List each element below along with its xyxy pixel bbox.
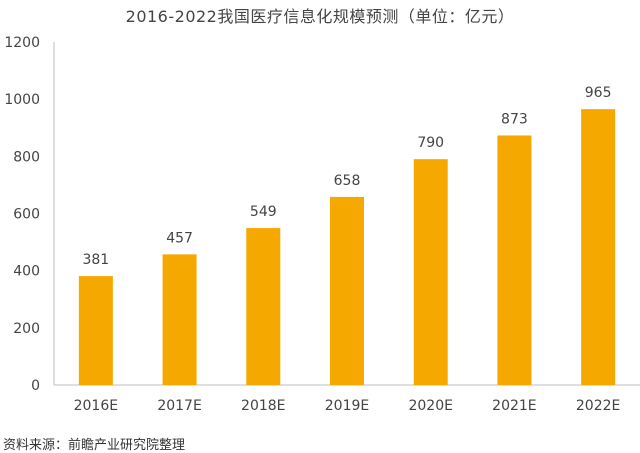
bar	[413, 159, 448, 385]
y-tick-label: 800	[13, 149, 40, 165]
bar	[162, 254, 197, 385]
bar	[497, 135, 532, 385]
data-label: 658	[334, 173, 361, 189]
data-label: 381	[82, 252, 109, 268]
y-tick-label: 1000	[4, 92, 40, 108]
chart-title: 2016-2022我国医疗信息化规模预测（单位：亿元）	[125, 7, 515, 26]
y-tick-label: 1200	[4, 35, 40, 51]
x-tick-label: 2022E	[576, 398, 620, 414]
bar	[78, 276, 113, 385]
source-note: 资料来源：前瞻产业研究院整理	[3, 438, 186, 453]
bar-series	[78, 109, 616, 385]
y-tick-label: 0	[31, 378, 40, 394]
x-tick-label: 2017E	[157, 398, 201, 414]
data-label: 965	[585, 85, 612, 101]
y-tick-label: 600	[13, 207, 40, 223]
data-label: 790	[417, 135, 444, 151]
bar	[246, 228, 281, 385]
data-label: 873	[501, 111, 528, 127]
x-tick-label: 2019E	[325, 398, 369, 414]
data-label: 457	[166, 230, 193, 246]
y-tick-label: 200	[13, 321, 40, 337]
bar	[330, 196, 364, 385]
data-label: 549	[250, 204, 277, 220]
x-tick-label: 2018E	[241, 398, 285, 414]
x-tick-label: 2016E	[74, 398, 118, 414]
x-axis: 2016E 2017E 2018E 2019E 2020E 2021E 2022E	[54, 384, 640, 414]
x-tick-label: 2021E	[492, 398, 536, 414]
data-labels: 381 457 549 658 790 873 965	[82, 85, 611, 268]
bar	[581, 109, 616, 385]
y-axis: 0 200 400 600 800 1000 1200	[4, 35, 55, 394]
x-tick-label: 2020E	[408, 398, 452, 414]
y-tick-label: 400	[13, 264, 40, 280]
